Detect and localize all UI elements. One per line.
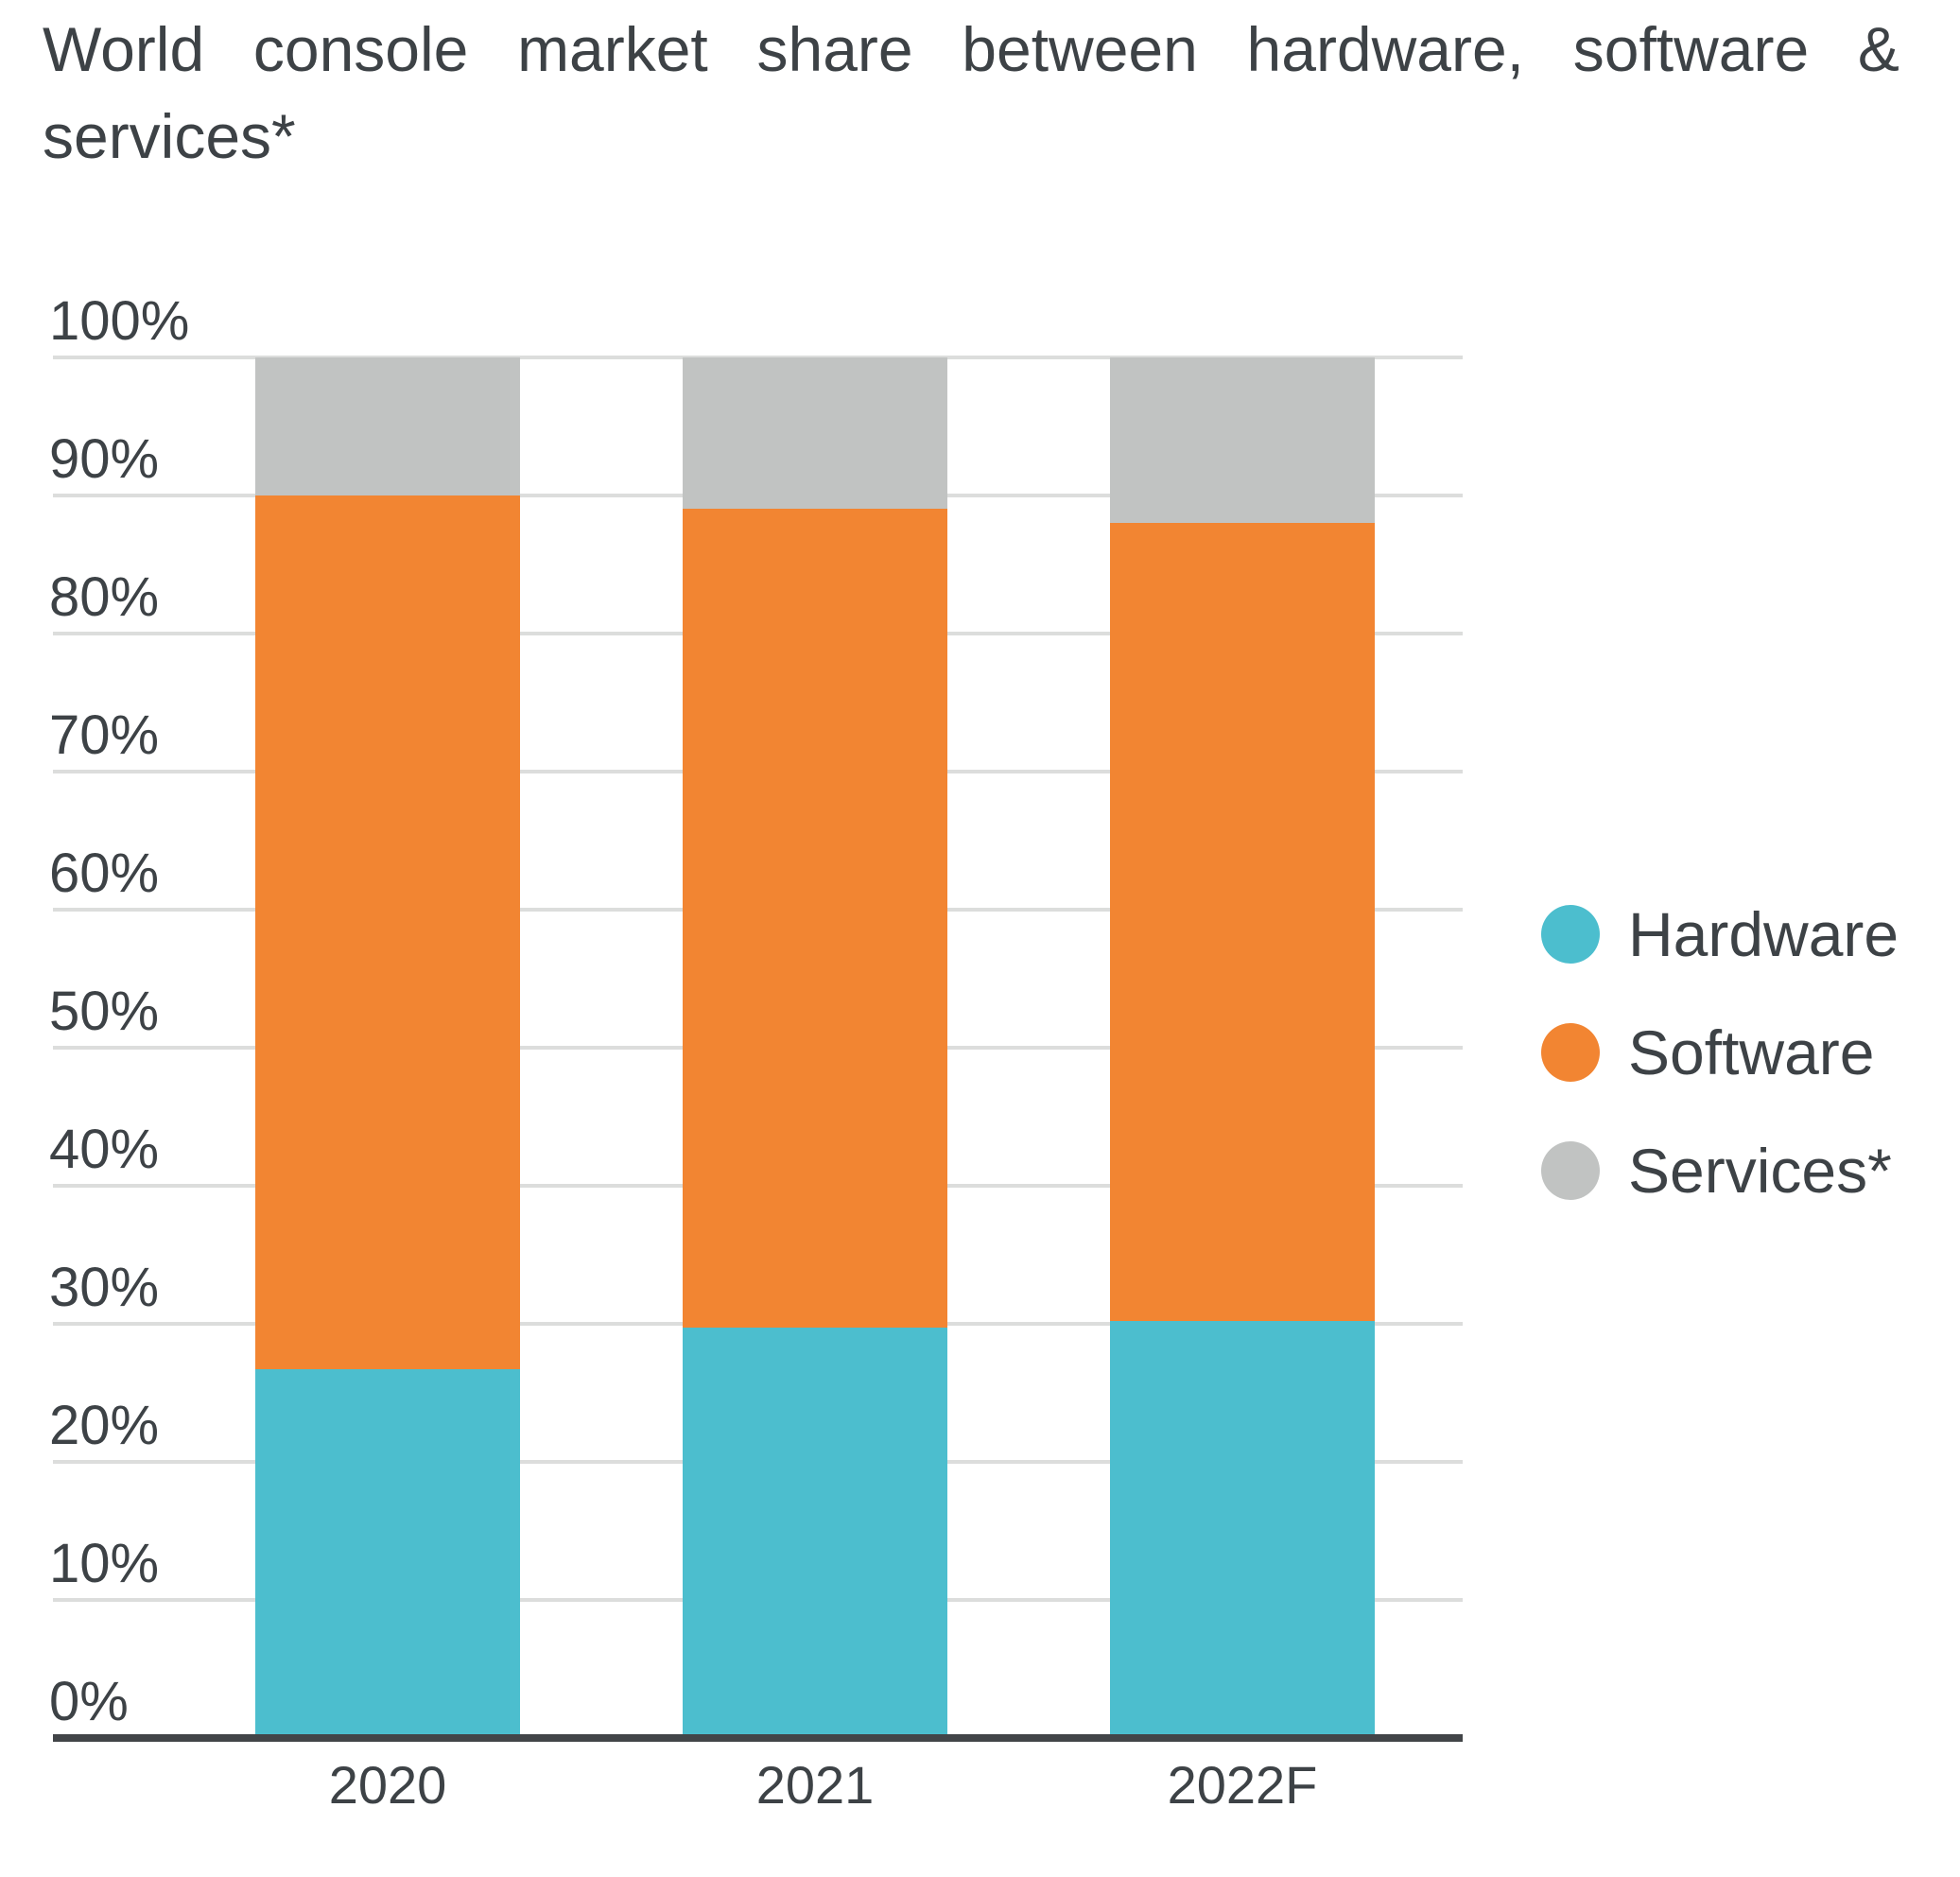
bar-segment-hardware-2021 [683, 1328, 947, 1734]
bar-segment-hardware-2020 [255, 1369, 520, 1734]
title-word: hardware, [1246, 14, 1525, 84]
bar-segment-hardware-2022F [1110, 1321, 1375, 1734]
title-word: between [962, 14, 1198, 84]
y-tick-label-70: 70% [49, 704, 160, 766]
gridline-100 [53, 356, 1463, 359]
bar-segment-software-2021 [683, 509, 947, 1329]
y-tick-label-30: 30% [49, 1257, 160, 1318]
y-tick-label-0: 0% [49, 1671, 129, 1732]
bar-segment-services-2022F [1110, 357, 1375, 523]
legend: Hardware Software Services* [1541, 900, 1899, 1205]
y-tick-label-100: 100% [49, 290, 190, 352]
title-word: World [43, 14, 205, 84]
y-tick-label-90: 90% [49, 428, 160, 490]
y-tick-label-80: 80% [49, 566, 160, 628]
x-axis-label-2021: 2021 [755, 1755, 875, 1815]
bar-segment-services-2020 [255, 357, 520, 495]
legend-item-services: Services* [1541, 1137, 1899, 1205]
y-tick-label-10: 10% [49, 1533, 160, 1594]
y-tick-label-50: 50% [49, 981, 160, 1042]
chart-title: World console market share between hardware, s… [43, 6, 1899, 180]
x-axis-label-2022F: 2022F [1167, 1755, 1318, 1815]
bar-segment-software-2020 [255, 495, 520, 1370]
y-tick-label-20: 20% [49, 1395, 160, 1456]
y-tick-label-60: 60% [49, 843, 160, 904]
legend-swatch-icon [1541, 905, 1600, 964]
x-axis-label-2020: 2020 [328, 1755, 447, 1815]
title-word: & [1857, 14, 1899, 84]
bar-2022F [1110, 357, 1375, 1734]
legend-label: Software [1628, 1017, 1875, 1087]
bar-segment-services-2021 [683, 357, 947, 510]
legend-label: Hardware [1628, 899, 1899, 969]
legend-swatch-icon [1541, 1141, 1600, 1200]
chart-title-line1: World console market share between hardware, s… [43, 6, 1899, 93]
bar-segment-software-2022F [1110, 522, 1375, 1322]
title-word: share [756, 14, 913, 84]
bar-2021 [683, 357, 947, 1734]
x-axis-line [53, 1734, 1463, 1742]
legend-label: Services* [1628, 1136, 1892, 1206]
title-word: market [517, 14, 708, 84]
title-word: console [252, 14, 469, 84]
title-word: software [1572, 14, 1810, 84]
chart-title-line2: services* [43, 101, 296, 171]
bar-2020 [255, 357, 520, 1734]
legend-item-hardware: Hardware [1541, 900, 1899, 968]
y-tick-label-40: 40% [49, 1119, 160, 1180]
legend-item-software: Software [1541, 1018, 1899, 1086]
legend-swatch-icon [1541, 1023, 1600, 1082]
